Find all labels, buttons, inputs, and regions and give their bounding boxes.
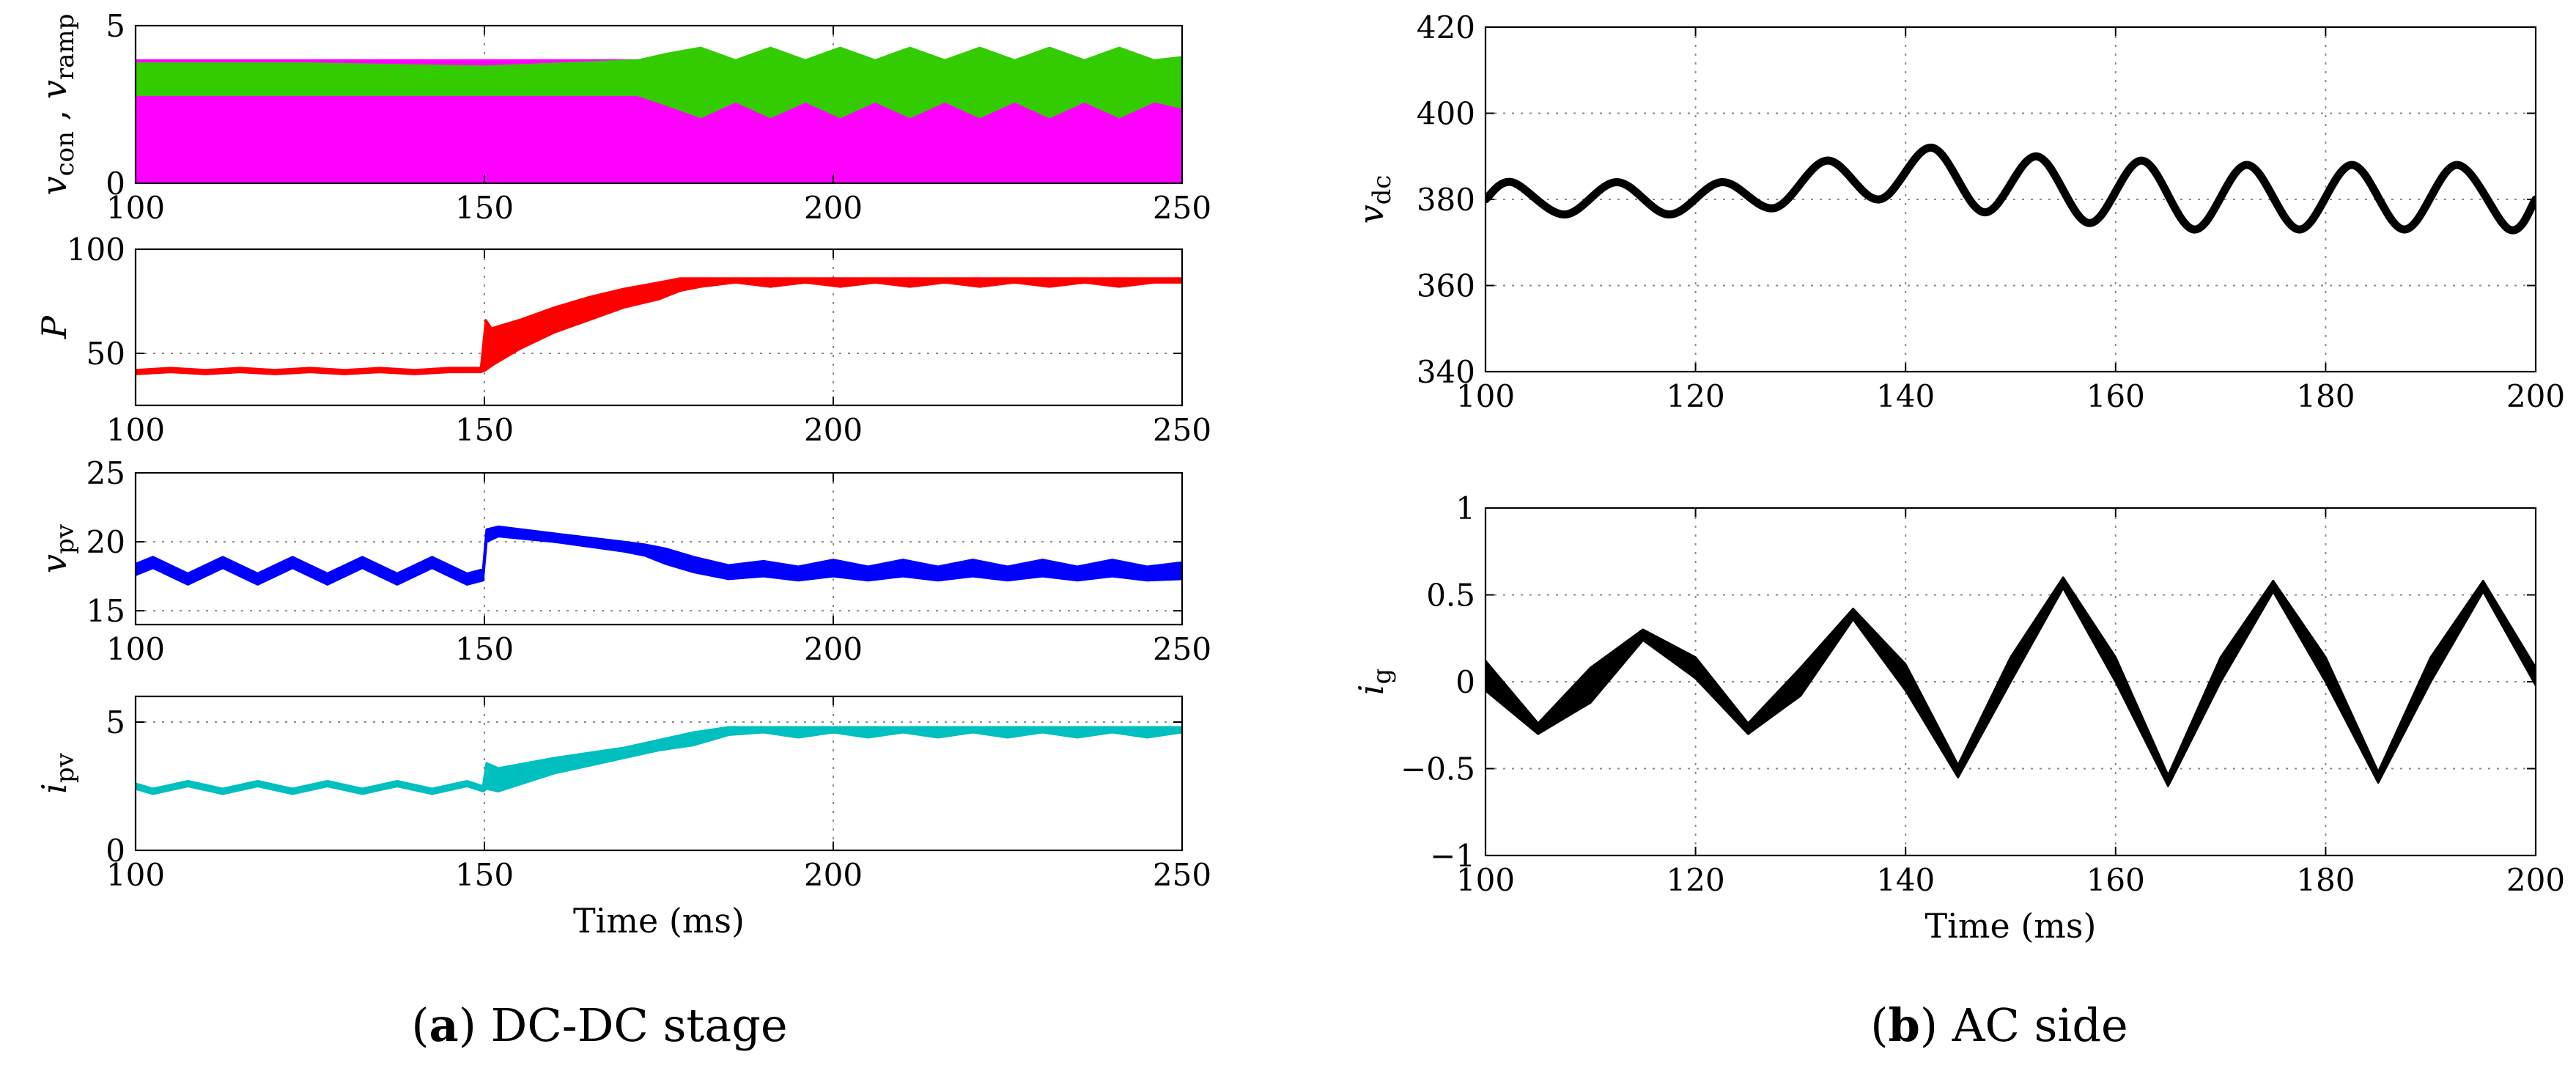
- series-i-pv-band: [136, 726, 1182, 795]
- series-v-con-band: [136, 46, 1182, 119]
- x-tick-label: 100: [106, 412, 165, 448]
- y-tick-label: 380: [1417, 182, 1475, 218]
- x-tick-label: 200: [804, 857, 863, 893]
- x-tick-label: 140: [1876, 862, 1935, 898]
- axes-frame: [134, 248, 1184, 407]
- x-tick-label: 200: [804, 631, 863, 667]
- x-tick-label: 180: [2296, 862, 2355, 898]
- x-tick-label: 150: [455, 190, 514, 226]
- x-tick-label: 250: [1153, 412, 1211, 448]
- x-tick-label: 150: [455, 857, 514, 893]
- caption-b: (b) AC side: [1870, 998, 2127, 1052]
- y-axis-label: vcon , vramp: [34, 14, 80, 196]
- axes-frame: [134, 471, 1184, 626]
- x-tick-label: 140: [1876, 378, 1935, 414]
- plot-area: [136, 277, 1182, 375]
- x-tick-label: 180: [2296, 378, 2355, 414]
- x-tick-label: 120: [1667, 862, 1725, 898]
- x-tick-label: 150: [455, 412, 514, 448]
- x-tick-label: 160: [2086, 378, 2145, 414]
- y-tick-label: 340: [1417, 354, 1475, 390]
- y-tick-label: 50: [86, 336, 125, 372]
- y-tick-label: 100: [67, 232, 125, 268]
- caption-a: (a) DC-DC stage: [411, 998, 787, 1052]
- series-v-dc-line: [1486, 144, 2536, 235]
- x-axis-label: Time (ms): [1925, 906, 2097, 946]
- plot-area: [136, 726, 1182, 795]
- y-tick-label: 420: [1417, 10, 1475, 45]
- series-v-pv-band: [136, 525, 1182, 586]
- y-tick-label: 25: [86, 455, 125, 491]
- y-tick-label: −0.5: [1400, 751, 1475, 787]
- y-tick-label: 360: [1417, 268, 1475, 304]
- axes-frame: [134, 695, 1184, 852]
- x-tick-label: 120: [1667, 378, 1725, 414]
- chart-panel-dc-link-voltage: 100 120 140 160 180 200 340 360 380 400 420 vdc: [1351, 10, 2565, 414]
- plot-area: [136, 46, 1182, 183]
- x-tick-label: 200: [2506, 862, 2565, 898]
- x-tick-label: 100: [1456, 378, 1515, 414]
- y-tick-label: 1: [1455, 490, 1475, 526]
- plot-area: [136, 525, 1182, 586]
- chart-panel-grid-current: 100 120 140 160 180 200 −1 −0.5 0 0.5 1 ig Time (ms): [1351, 490, 2565, 946]
- x-tick-label: 100: [1456, 862, 1515, 898]
- y-tick-label: 0: [1455, 664, 1475, 700]
- y-axis-label: ig: [1351, 669, 1397, 695]
- y-tick-label: 0: [106, 166, 125, 202]
- y-axis-label: ipv: [34, 752, 80, 793]
- y-axis-label: vdc: [1351, 175, 1397, 224]
- axes-frame: [134, 24, 1184, 185]
- x-tick-label: 200: [804, 190, 863, 226]
- series-P-band: [136, 277, 1182, 375]
- y-tick-label: 5: [106, 8, 125, 44]
- y-tick-label: 0.5: [1426, 578, 1475, 614]
- y-tick-label: 5: [106, 704, 125, 740]
- x-tick-label: 100: [106, 631, 165, 667]
- x-tick-label: 100: [106, 190, 165, 226]
- x-tick-label: 250: [1153, 190, 1211, 226]
- x-tick-label: 150: [455, 631, 514, 667]
- y-axis-label: P: [34, 315, 74, 339]
- x-tick-label: 200: [2506, 378, 2565, 414]
- chart-panel-control-ramp-voltage: 100 150 200 250 0 5 vcon , vramp: [34, 8, 1211, 226]
- y-axis-label: vpv: [34, 523, 80, 573]
- x-tick-label: 250: [1153, 631, 1211, 667]
- plot-area: [1486, 144, 2536, 235]
- series-i-g-band: [1486, 576, 2536, 787]
- x-tick-label: 160: [2086, 862, 2145, 898]
- y-tick-label: −1: [1430, 838, 1475, 874]
- chart-panel-power: 100 150 200 250 50 100 P: [34, 232, 1211, 448]
- y-tick-label: 400: [1417, 96, 1475, 132]
- x-tick-label: 250: [1153, 857, 1211, 893]
- y-tick-label: 15: [86, 593, 125, 629]
- y-tick-label: 20: [86, 524, 125, 560]
- y-tick-label: 0: [106, 833, 125, 869]
- chart-panel-pv-current: 100 150 200 250 0 5 ipv Time (ms): [34, 695, 1211, 941]
- x-tick-label: 200: [804, 412, 863, 448]
- plot-area: [1486, 576, 2536, 787]
- x-axis-label: Time (ms): [573, 901, 745, 941]
- x-tick-label: 100: [106, 857, 165, 893]
